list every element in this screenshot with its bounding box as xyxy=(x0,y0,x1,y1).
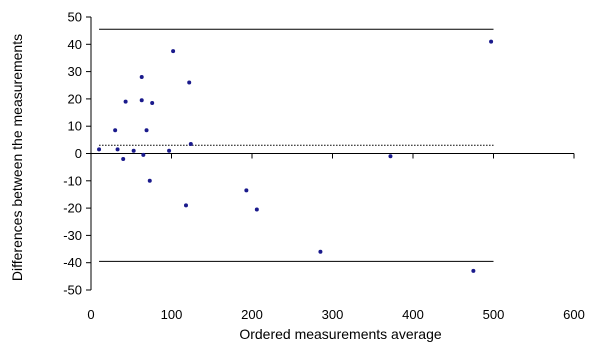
data-point xyxy=(123,99,128,104)
data-point xyxy=(144,128,149,133)
y-tick-label: -20 xyxy=(63,201,82,216)
x-tick-label: 300 xyxy=(322,307,344,322)
data-point xyxy=(471,268,476,273)
x-tick-label: 500 xyxy=(483,307,505,322)
data-point xyxy=(121,156,126,161)
data-point xyxy=(131,148,136,153)
x-tick-label: 600 xyxy=(563,307,585,322)
data-point xyxy=(150,100,155,105)
y-tick-label: -50 xyxy=(63,283,82,298)
reference-lines xyxy=(99,28,494,262)
y-tick-label: 20 xyxy=(68,91,82,106)
y-tick-label: -40 xyxy=(63,255,82,270)
data-point xyxy=(254,207,259,212)
data-point xyxy=(141,152,146,157)
data-point xyxy=(489,39,494,44)
y-tick-label: 40 xyxy=(68,37,82,52)
y-axis-title: Differences between the measurements xyxy=(9,34,25,281)
x-tick-label: 0 xyxy=(87,307,94,322)
data-point xyxy=(183,203,188,208)
y-tick-label: 30 xyxy=(68,64,82,79)
data-point xyxy=(115,147,120,152)
data-point xyxy=(139,98,144,103)
data-point xyxy=(113,128,118,133)
y-tick-label: -10 xyxy=(63,173,82,188)
x-tick-label: 100 xyxy=(161,307,183,322)
data-point xyxy=(188,141,193,146)
data-point xyxy=(167,148,172,153)
y-tick-label: 10 xyxy=(68,119,82,134)
data-point xyxy=(318,249,323,254)
data-point xyxy=(171,49,176,54)
data-point xyxy=(97,147,102,152)
y-tick-label: 0 xyxy=(75,146,82,161)
data-point xyxy=(147,178,152,183)
y-tick-label: -30 xyxy=(63,228,82,243)
x-tick-label: 400 xyxy=(402,307,424,322)
y-tick-label: 50 xyxy=(68,10,82,25)
data-point xyxy=(244,188,249,193)
data-point xyxy=(388,154,393,159)
data-point xyxy=(187,80,192,85)
y-axis-ticks: -50 -40 -30 -20 -10 0 10 20 30 40 50 xyxy=(63,10,91,298)
x-axis-ticks: 0 100 200 300 400 500 600 xyxy=(87,153,585,322)
x-tick-label: 200 xyxy=(241,307,263,322)
x-axis-title: Ordered measurements average xyxy=(239,326,442,342)
data-points xyxy=(97,39,494,273)
data-point xyxy=(139,75,144,80)
